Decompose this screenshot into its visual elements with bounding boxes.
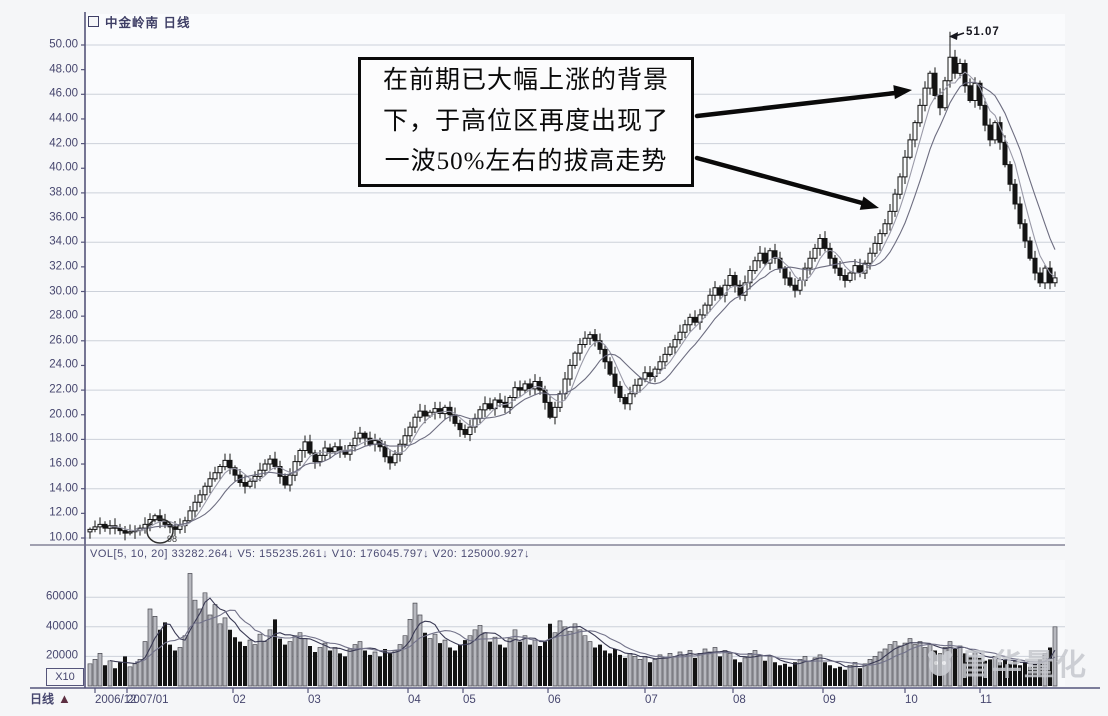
period-selector[interactable]: 日线 ▲ — [30, 690, 71, 707]
price-axis-label: 36.00 — [49, 211, 78, 224]
launch-area-circle — [146, 518, 174, 544]
peak-price-label: 51.07 — [966, 26, 1000, 38]
price-ma10-line — [134, 81, 1056, 530]
window-icon[interactable] — [88, 16, 99, 27]
chart-title: 中金岭南 日线 — [105, 16, 191, 30]
time-axis-label: 07 — [645, 694, 658, 706]
price-axis-label: 18.00 — [49, 432, 78, 445]
annotation-box: 在前期已大幅上涨的背景 下，于高位区再度出现了 一波50%左右的拔高走势 — [358, 57, 694, 187]
arrow-head-icon — [859, 196, 879, 210]
annotation-line: 一波50%左右的拔高走势 — [384, 148, 668, 176]
volume-indicator-text: VOL[5, 10, 20] 33282.264↓ V5: 155235.261… — [90, 548, 530, 560]
period-label: 日线 — [30, 692, 55, 706]
price-axis-label: 38.00 — [49, 186, 78, 199]
price-axis-label: 14.00 — [49, 482, 78, 495]
peak-flag-arrow-icon — [949, 32, 958, 40]
time-axis-label: 03 — [308, 694, 321, 706]
time-axis-label: 10 — [905, 694, 918, 706]
volume-axis-label: 20000 — [46, 649, 78, 662]
low-price-marker: 98 — [167, 534, 178, 544]
annotation-line: 下，于高位区再度出现了 — [382, 107, 669, 135]
price-axis-label: 30.00 — [49, 285, 78, 297]
price-axis-label: 50.00 — [49, 38, 78, 51]
price-axis-label: 32.00 — [49, 260, 78, 273]
price-axis-label: 40.00 — [49, 161, 78, 174]
time-axis-label: 2006/12 — [95, 694, 137, 706]
volume-axis-label: 40000 — [46, 620, 78, 633]
annotation-arrow-line — [694, 155, 865, 206]
chart-title-row: 中金岭南 日线 — [88, 12, 190, 31]
time-axis-label: 06 — [548, 694, 561, 706]
price-axis-label: 24.00 — [49, 358, 78, 371]
price-axis-label: 48.00 — [49, 63, 78, 76]
time-axis-label: 11 — [980, 694, 992, 706]
volume-ma10-line — [134, 609, 1056, 666]
volume-bars-down — [103, 619, 1052, 686]
price-axis-label: 46.00 — [49, 87, 78, 100]
price-axis-label: 42.00 — [49, 137, 78, 150]
time-axis-label: 09 — [823, 694, 836, 706]
price-axis-label: 12.00 — [49, 506, 78, 519]
volume-axis-label: 60000 — [46, 590, 78, 603]
price-axis-label: 10.00 — [49, 531, 78, 544]
annotation-arrow-line — [694, 90, 898, 119]
time-axis-label: 08 — [733, 694, 746, 706]
price-axis-label: 26.00 — [49, 334, 78, 347]
volume-multiplier-badge: X10 — [46, 668, 84, 686]
price-axis-label: 28.00 — [49, 309, 78, 322]
arrow-head-icon — [893, 85, 912, 100]
time-axis-label: 04 — [408, 694, 421, 706]
time-axis-label: 05 — [463, 694, 476, 706]
volume-ma5-line — [109, 597, 1056, 668]
price-axis-label: 22.00 — [49, 383, 78, 396]
time-axis-label: 2007/01 — [127, 694, 169, 706]
price-axis-label: 34.00 — [49, 235, 78, 248]
price-axis-label: 44.00 — [49, 112, 78, 125]
annotation-line: 在前期已大幅上涨的背景 — [382, 67, 669, 95]
price-axis-label: 16.00 — [49, 457, 78, 470]
up-triangle-icon: ▲ — [58, 690, 71, 706]
time-axis-label: 02 — [233, 694, 246, 706]
price-axis-label: 20.00 — [49, 408, 78, 421]
